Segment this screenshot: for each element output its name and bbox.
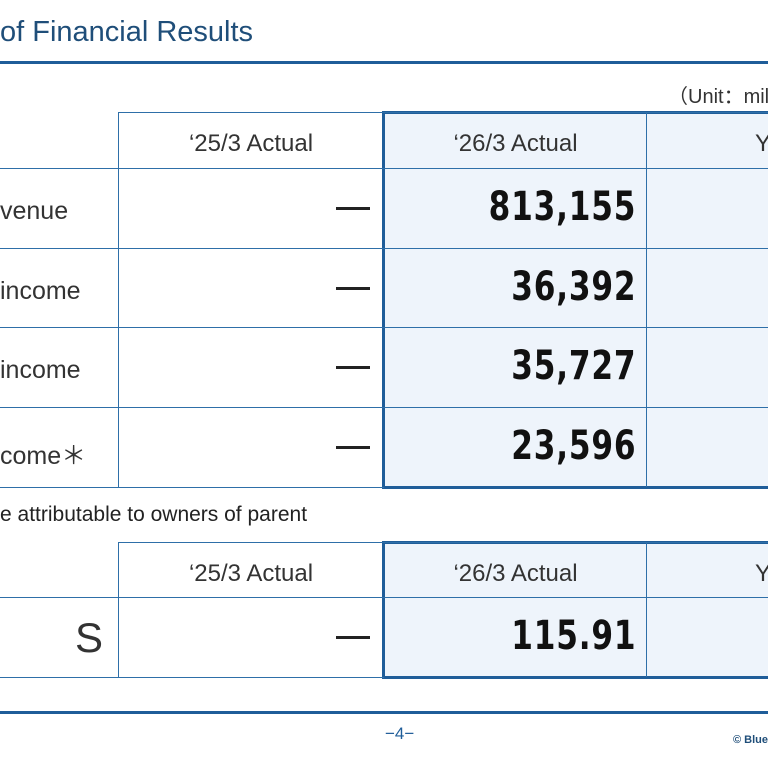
table-rule [118,542,768,543]
header-prev-year: ‘25/3 Actual [188,130,314,157]
row-label: S [75,614,104,661]
current-year-value: 23,596 [510,423,636,469]
row-label: venue [0,197,69,225]
table-rule [118,542,119,678]
header-third-column: Y [755,130,768,157]
table-rule [0,597,768,598]
footnote: e attributable to owners of parent [0,503,308,526]
copyright: © Blue [733,734,768,746]
table-rule [0,248,768,249]
table-rule [646,113,647,487]
footer-rule [0,711,768,714]
current-year-value: 35,727 [510,343,636,389]
table-rule [0,327,768,328]
table-rule [0,487,384,488]
table-rule [0,407,768,408]
current-year-value: 115.91 [510,613,636,659]
row-label: income [0,356,81,384]
current-year-value: 813,155 [488,184,636,230]
page-title: of Financial Results [0,16,254,48]
row-label: income [0,277,81,305]
prev-year-dash [336,207,370,210]
header-current-year: ‘26/3 Actual [453,560,578,587]
header-prev-year: ‘25/3 Actual [188,560,314,587]
table-rule [0,168,768,169]
prev-year-dash [336,636,370,639]
table-rule [118,112,119,488]
prev-year-dash [336,366,370,369]
prev-year-dash [336,446,370,449]
table-rule [0,677,384,678]
table-rule [118,112,768,113]
header-current-year: ‘26/3 Actual [453,130,578,157]
row-label: come＊ [0,442,87,470]
page-number: −4− [385,724,415,743]
unit-label: （Unit：mil [668,86,768,108]
title-rule [0,61,768,64]
table-rule [646,543,647,677]
current-year-highlight [382,111,768,489]
prev-year-dash [336,287,370,290]
current-year-value: 36,392 [510,264,636,310]
header-third-column: Y [755,560,768,587]
